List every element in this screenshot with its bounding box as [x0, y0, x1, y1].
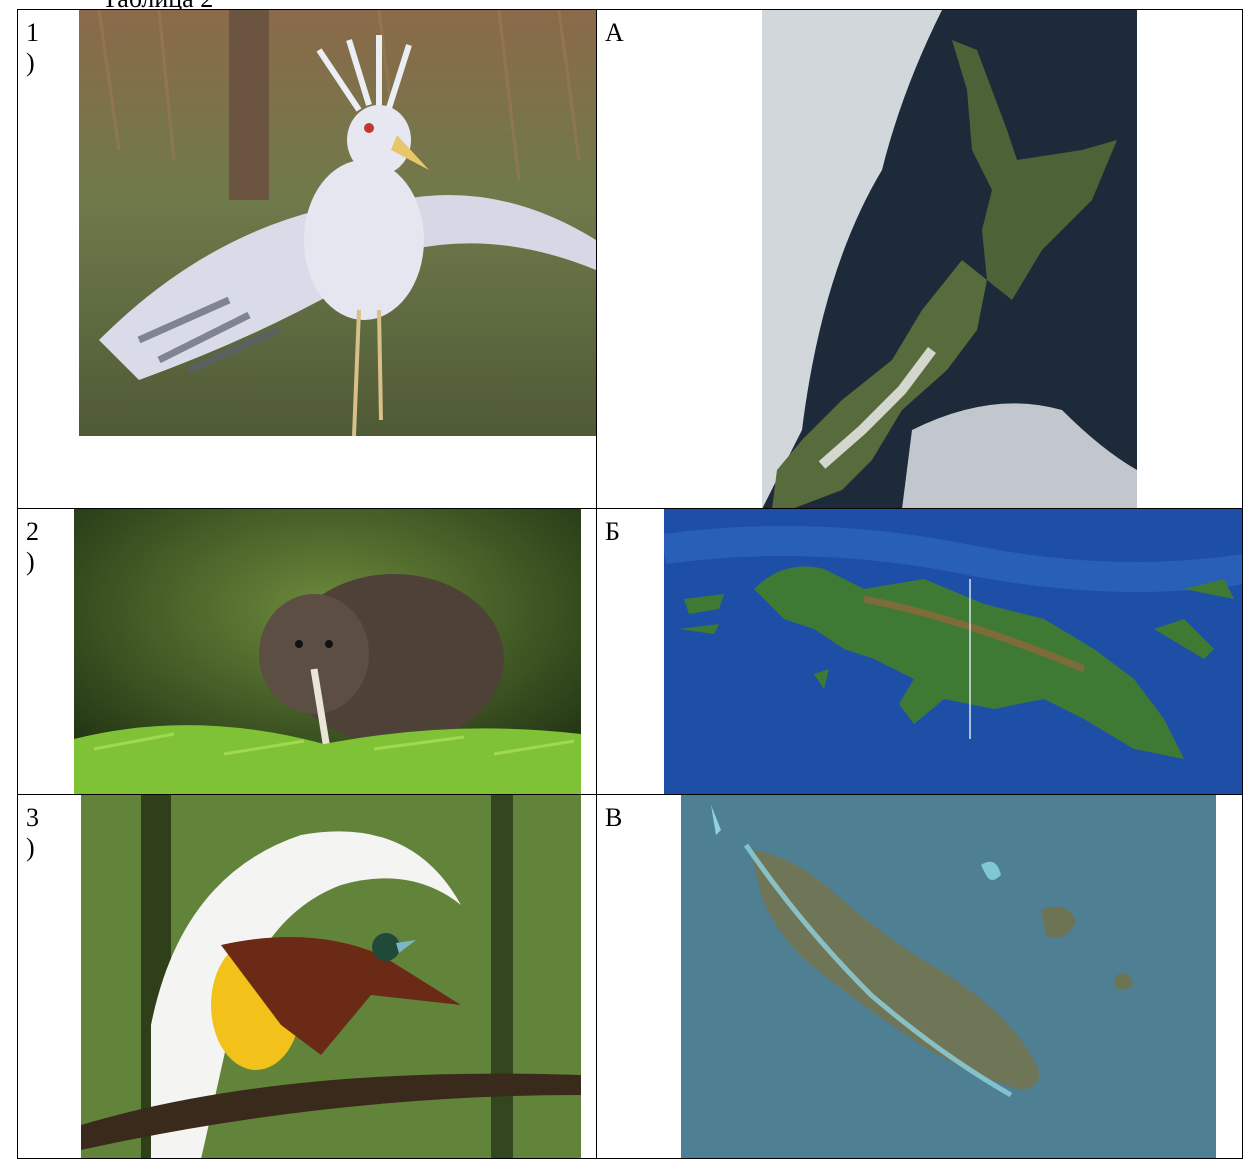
- new-zealand-satellite-photo: [762, 10, 1138, 508]
- row2-number-label: 2 ): [26, 517, 39, 576]
- kiwi-bird-photo: [74, 509, 581, 794]
- row2-letter-label: Б: [605, 517, 620, 546]
- row1-number-label: 1 ): [26, 18, 39, 77]
- cell-row1-right: А: [596, 9, 1243, 509]
- bird-of-paradise-photo: [81, 795, 581, 1158]
- cell-row2-right: Б: [596, 508, 1243, 795]
- cell-row2-left: 2 ): [16, 508, 598, 795]
- cell-row3-left: 3 ): [16, 794, 598, 1159]
- matching-table: 1 ): [16, 9, 1243, 1159]
- new-guinea-satellite-map: [664, 509, 1242, 794]
- row3-letter-label: В: [605, 803, 623, 832]
- kagu-bird-photo: [79, 10, 596, 436]
- cell-row1-left: 1 ): [16, 9, 598, 509]
- cell-row3-right: В: [596, 794, 1243, 1159]
- new-caledonia-satellite-photo: [681, 795, 1217, 1158]
- row1-letter-label: А: [605, 18, 624, 47]
- row3-number-label: 3 ): [26, 803, 39, 862]
